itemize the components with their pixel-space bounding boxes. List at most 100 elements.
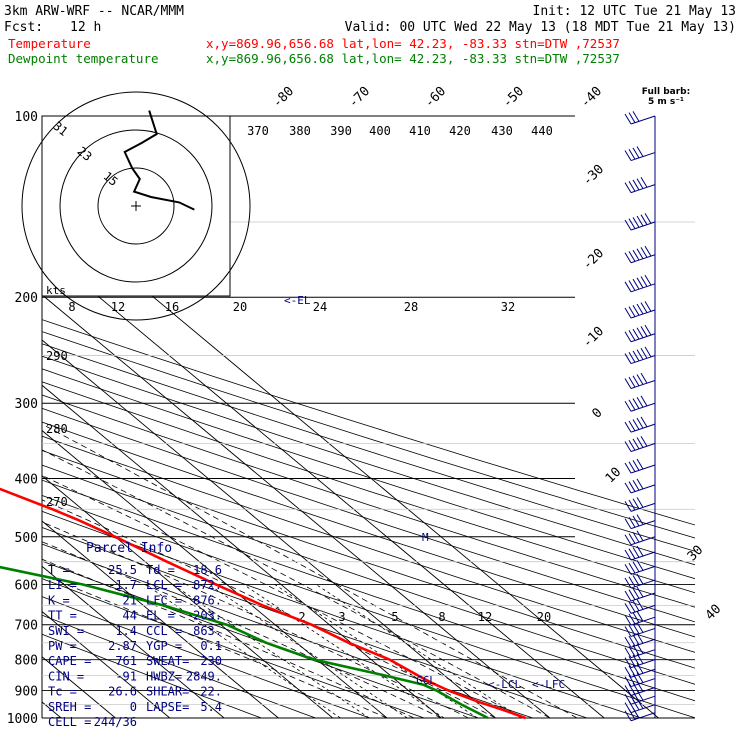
wind-barb-feather	[636, 610, 644, 622]
isotherm-label: -30	[580, 162, 607, 189]
wind-barb-feather	[628, 665, 636, 677]
wind-barb	[624, 346, 656, 365]
wind-barb-feather	[636, 437, 644, 448]
hodograph-trace	[123, 110, 195, 211]
wind-barb-feather	[636, 178, 644, 189]
wind-barb	[624, 643, 656, 659]
wind-barb-feather	[632, 278, 640, 290]
mixing-ratio-label: 2	[298, 610, 305, 624]
wind-barb-feather	[628, 306, 636, 317]
wind-barb	[624, 478, 656, 494]
wind-barb-feather	[624, 549, 632, 561]
dry-adiabat	[42, 596, 372, 718]
wind-barb-feather	[628, 601, 636, 613]
theta-label: 370	[247, 124, 269, 138]
wind-barb-feather	[628, 420, 636, 432]
wind-barb-feather	[636, 215, 644, 227]
wind-barb-feather	[644, 274, 652, 286]
wind-barb-feather	[628, 218, 636, 229]
isotherm-line	[42, 248, 605, 718]
parcel-info-value: -91	[115, 669, 137, 683]
wind-barb-feather	[624, 182, 632, 193]
mixing-ratio-line	[274, 584, 478, 718]
wind-barb-feather	[624, 219, 632, 231]
wind-barb	[624, 622, 656, 637]
dry-adiabat	[42, 578, 426, 718]
wind-barb-feather	[624, 353, 632, 364]
dry-adiabat	[42, 319, 695, 526]
wind-barb-feather	[640, 302, 648, 313]
wind-barb-feather	[640, 372, 648, 384]
parcel-info-value: 5.4	[200, 700, 222, 714]
hodograph-kts-label: kts	[46, 284, 66, 297]
wind-barb	[624, 435, 656, 453]
lcl-marker: <-LCL	[488, 678, 521, 691]
isotherm-label: -50	[500, 84, 527, 111]
wind-barb-feather	[632, 561, 640, 573]
pressure-tick-label: 1000	[7, 712, 38, 727]
isotherm-label: -80	[270, 84, 297, 111]
wind-barb	[624, 573, 656, 589]
wind-barb-feather	[624, 501, 632, 512]
wind-barb-feather	[632, 600, 640, 611]
wind-barb-feather	[624, 657, 632, 668]
parcel-info-value: LFC =	[146, 593, 182, 607]
wind-barb-feather	[624, 462, 632, 474]
dry-adiabat	[42, 331, 695, 539]
wind-barb-feather	[628, 376, 636, 388]
isotherm-label: 0	[589, 405, 605, 421]
hodograph-tick-label: 12	[111, 300, 125, 314]
hodograph-tick-label: 28	[404, 300, 418, 314]
wind-barb-feather	[628, 481, 636, 492]
ccl-marker: CCL	[416, 674, 436, 687]
parcel-info-panel: Parcel Info T = 25.5 Td = 18.6 LI = -1.7 LCL =…	[48, 541, 222, 729]
hodograph-tick-label: 8	[68, 300, 75, 314]
wind-barb	[624, 301, 656, 319]
wind-barb-feather	[632, 707, 640, 719]
wind-barb-feather	[628, 351, 636, 363]
wind-barb-feather	[624, 590, 632, 602]
isotherm-line	[42, 610, 171, 718]
wind-barb-feather	[636, 698, 644, 709]
valid-time: Valid: 00 UTC Wed 22 May 13 (18 MDT Tue …	[345, 20, 736, 35]
wind-barb-feather	[624, 667, 632, 678]
isotherm-line	[42, 294, 551, 718]
isotherm-label: 10	[603, 465, 625, 487]
isotherm-label: 40	[703, 602, 725, 624]
wind-barb	[624, 586, 656, 602]
wind-barb-feather	[628, 330, 636, 341]
isotherm-line	[0, 116, 7, 718]
wind-barb-feather	[628, 148, 636, 160]
hodograph-ring	[97, 167, 175, 245]
wind-barb-feather	[644, 346, 652, 358]
wind-barb-feather	[640, 435, 648, 447]
dry-adiabat	[42, 407, 695, 623]
wind-barb-feather	[636, 663, 644, 674]
wind-barb-feather	[632, 350, 640, 362]
dewpoint-location: x,y=869.96,656.68 lat,lon= 42.23, -83.33…	[206, 51, 620, 66]
temperature-legend: Temperature	[8, 36, 91, 51]
dewpoint-profile-line	[0, 565, 489, 720]
mixing-ratio-label: 5	[391, 610, 398, 624]
moist-adiabat	[42, 574, 388, 718]
wind-barb-feather	[636, 633, 644, 644]
wind-barb-feather	[632, 147, 640, 159]
moist-adiabat	[42, 558, 415, 718]
wind-barb-feather	[628, 589, 636, 600]
wind-barb-feather	[636, 560, 644, 571]
wind-barb-feather	[636, 586, 644, 598]
dry-adiabat	[42, 355, 695, 566]
full-barb-label: Full barb:	[642, 87, 690, 97]
wind-barb-feather	[632, 460, 640, 471]
wind-barb	[624, 497, 656, 512]
init-time: Init: 12 UTC Tue 21 May 13	[533, 4, 737, 19]
theta-label: 400	[369, 124, 391, 138]
wind-barb-feather	[624, 564, 632, 575]
wind-barb-feather	[636, 248, 644, 259]
wind-barb-feather	[640, 276, 648, 287]
wind-barb-feather	[636, 672, 644, 683]
wind-barb	[624, 633, 656, 648]
wind-barb-feather	[628, 646, 636, 657]
isotherm-label: -40	[578, 84, 605, 111]
mixing-ratio-label: 8	[438, 610, 445, 624]
